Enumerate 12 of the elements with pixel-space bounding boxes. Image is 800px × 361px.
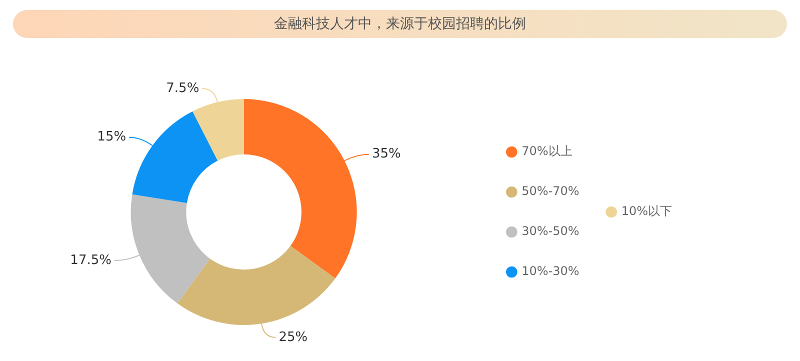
legend-label: 50%-70% — [522, 184, 580, 198]
data-label: 15% — [97, 130, 126, 145]
legend-label: 10%以下 — [621, 204, 672, 218]
data-label: 17.5% — [70, 252, 112, 268]
data-label: 7.5% — [166, 80, 200, 96]
title-banner: 金融科技人才中，来源于校园招聘的比例 — [13, 10, 787, 38]
legend-label: 30%-50% — [522, 224, 580, 238]
chart-title: 金融科技人才中，来源于校园招聘的比例 — [274, 15, 526, 33]
data-label: 25% — [278, 330, 308, 345]
legend-label: 70%以上 — [522, 144, 572, 158]
legend-label: 10%-30% — [522, 264, 580, 278]
data-label: 35% — [372, 146, 401, 162]
